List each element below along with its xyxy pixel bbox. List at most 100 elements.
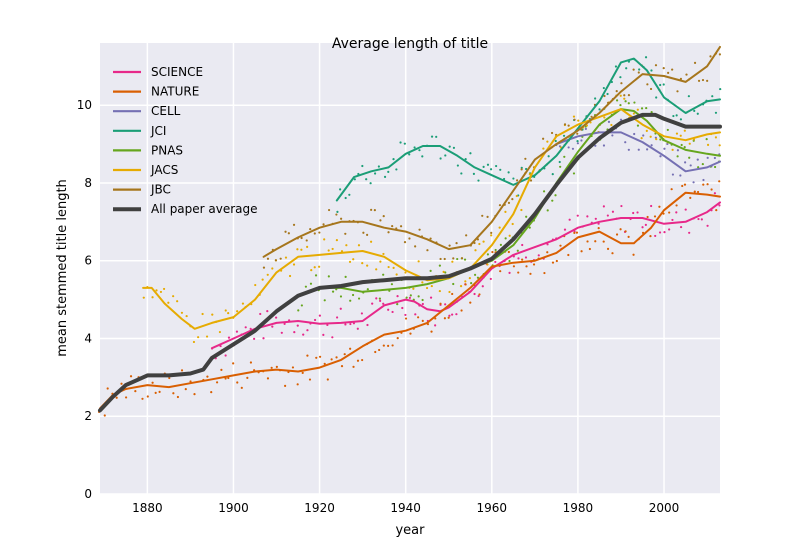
scatter-point [520,208,523,212]
scatter-point [448,244,451,247]
scatter-point [563,228,567,231]
scatter-point [370,208,373,211]
scatter-point [546,209,549,212]
scatter-point [524,167,528,171]
scatter-point [602,86,605,90]
scatter-point [387,265,390,269]
scatter-point [490,231,493,235]
scatter-point [323,238,326,241]
scatter-point [472,172,475,175]
scatter-point [318,355,322,358]
scatter-point [241,302,245,305]
scatter-point [305,239,308,242]
scatter-point [693,61,697,64]
scatter-point [404,271,407,274]
scatter-point [546,140,549,143]
scatter-point [679,225,683,229]
scatter-point [361,262,364,265]
scatter-point [124,396,128,399]
scatter-point [486,253,489,256]
scatter-point [253,337,256,340]
scatter-point [460,172,463,175]
scatter-point [555,259,558,263]
scatter-point [490,234,493,237]
scatter-point [671,148,674,151]
legend-label: SCIENCE [151,65,203,79]
scatter-point [323,299,326,302]
scatter-point [559,244,562,247]
scatter-point [668,211,671,214]
scatter-point [663,147,666,150]
grid [100,43,720,495]
scatter-point [498,226,501,229]
scatter-point [382,302,385,305]
scatter-point [683,129,686,132]
scatter-point [559,165,562,168]
scatter-point [511,198,514,201]
scatter-point [330,358,333,361]
scatter-point [636,124,640,127]
scatter-point [554,194,557,197]
scatter-point [459,285,463,288]
scatter-point [405,296,408,299]
scatter-point [396,303,399,306]
scatter-point [309,282,313,285]
scatter-point [525,215,528,218]
scatter-point [313,232,316,235]
scatter-point [718,53,722,56]
scatter-point [401,306,404,310]
scatter-point [287,232,290,235]
series-line [335,57,721,202]
scatter-point [528,226,531,229]
scatter-point [180,369,184,372]
scatter-point [632,211,635,215]
scatter-point [429,269,432,272]
scatter-point [279,257,282,260]
scatter-point [554,139,557,143]
scatter-point [262,337,265,340]
scatter-point [306,245,309,248]
scatter-point [396,336,399,340]
scatter-point [142,296,145,299]
scatter-point [236,310,239,313]
scatter-point [375,297,378,300]
scatter-point [684,208,687,211]
scatter-point [403,142,406,145]
scatter-point [700,218,703,221]
scatter-point [271,267,274,270]
scatter-point [573,118,576,121]
scatter-point [249,361,253,364]
scatter-point [361,164,364,168]
scatter-point [662,83,665,86]
scatter-point [644,223,647,226]
y-tick-label: 4 [84,331,92,345]
x-tick-label: 1880 [132,501,163,515]
scatter-point [702,178,705,182]
scatter-point [594,240,597,243]
scatter-point [632,68,635,71]
scatter-point [607,120,611,123]
scatter-point [356,359,360,362]
scatter-point [366,288,369,291]
scatter-point [340,365,344,368]
scatter-point [586,215,589,218]
scatter-point [478,242,481,246]
scatter-point [692,181,695,184]
scatter-point [443,317,447,320]
scatter-point [524,157,527,160]
scatter-point [620,204,623,208]
scatter-point [706,79,709,82]
scatter-point [649,235,652,238]
scatter-point [710,188,713,191]
scatter-point [366,233,369,237]
scatter-point [249,327,252,330]
scatter-point [356,327,359,330]
y-tick-labels: 0 2 4 6 8 10 [77,98,92,501]
y-tick-label: 2 [84,409,92,423]
scatter-point [532,263,536,266]
scatter-point [465,234,468,237]
scatter-point [636,108,639,111]
scatter-point [640,107,644,110]
x-axis-label: year [395,523,425,538]
scatter-point [572,115,576,118]
